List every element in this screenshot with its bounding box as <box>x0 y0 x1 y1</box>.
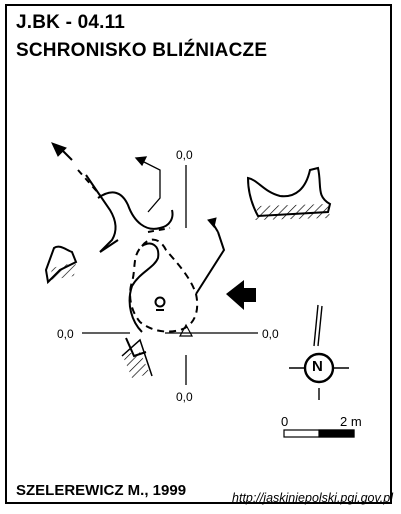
section-label-right: 0,0 <box>262 327 279 341</box>
scale-start-label: 0 <box>281 414 289 429</box>
rock-upper-right <box>246 166 332 220</box>
north-arrow <box>289 304 349 400</box>
north-letter: N <box>312 358 323 375</box>
section-label-left: 0,0 <box>57 327 74 341</box>
rock-left <box>44 245 78 285</box>
scale-bar <box>283 429 355 438</box>
rock-bottom-left <box>121 338 153 378</box>
main-chamber <box>125 217 226 358</box>
cave-name: SCHRONISKO BLIŹNIACZE <box>16 40 268 61</box>
section-arrow-top <box>134 156 161 213</box>
author-credit: SZELEREWICZ M., 1999 <box>16 482 187 499</box>
entrance-arrow <box>226 280 256 310</box>
upper-left-passage <box>51 142 174 253</box>
map-frame <box>5 4 392 504</box>
datum-marker <box>178 323 194 337</box>
scale-end-label: 2 m <box>340 414 362 429</box>
source-url: http://jaskiniepolski.pgi.gov.pl <box>232 491 393 505</box>
cave-code: J.BK - 04.11 <box>16 12 126 33</box>
section-label-bottom: 0,0 <box>176 390 193 404</box>
section-label-top: 0,0 <box>176 148 193 162</box>
